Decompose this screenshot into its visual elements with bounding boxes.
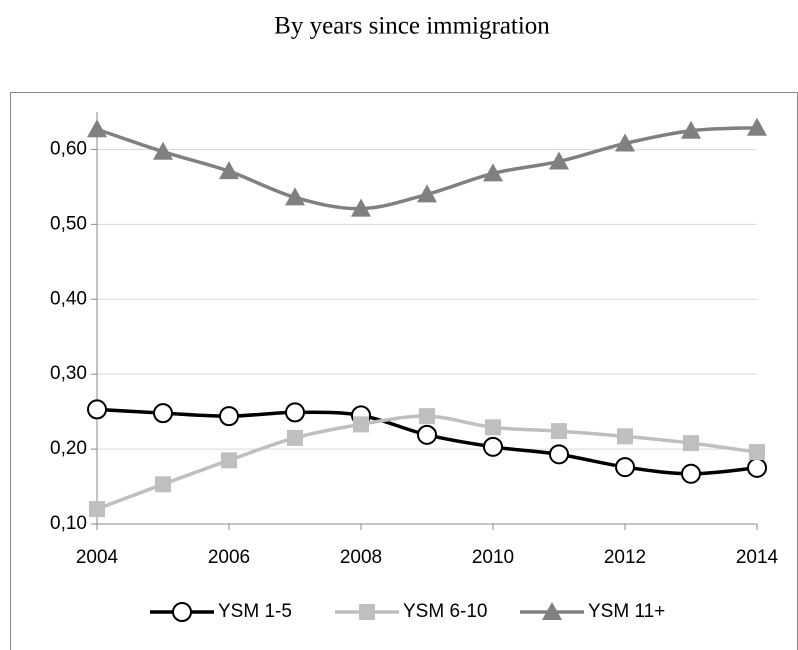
point [153,403,173,424]
legend-label: YSM 11+ [588,601,665,622]
point [219,406,239,427]
point [417,424,437,445]
point [219,161,239,180]
legend-marker [359,604,375,620]
legend-marker [542,602,562,620]
point [617,428,633,445]
point [87,119,107,138]
point [747,117,767,136]
y-tick-label: 0,10 [50,513,87,534]
point [417,184,437,203]
chart-border [10,92,798,650]
point [353,416,369,433]
point [285,402,305,423]
point [285,187,305,206]
point [287,429,303,446]
x-tick-label: 2014 [736,547,779,568]
y-tick-label: 0,30 [50,363,87,384]
point [683,435,699,452]
point [551,423,567,440]
point [485,419,501,436]
point [681,463,701,484]
x-tick-label: 2010 [472,547,514,568]
y-tick-label: 0,40 [50,288,87,309]
point [221,452,237,469]
legend-label: YSM 1-5 [218,601,292,622]
point [483,436,503,457]
point [749,444,765,461]
point [153,141,173,160]
y-tick-label: 0,20 [50,438,87,459]
chart-title: By years since immigration [274,13,550,40]
point [681,120,701,139]
point [483,163,503,182]
point [615,133,635,152]
point [155,476,171,493]
point [419,408,435,425]
point [87,399,107,420]
x-tick-label: 2004 [76,547,119,568]
x-tick-label: 2006 [208,547,250,568]
point [89,501,105,518]
point [615,457,635,478]
point [351,198,371,217]
point [549,151,569,170]
x-tick-label: 2008 [340,547,382,568]
point [747,457,767,478]
y-tick-label: 0,60 [50,138,87,159]
legend-marker [172,602,192,622]
legend-label: YSM 6-10 [403,601,487,622]
y-tick-label: 0,50 [50,213,87,234]
x-tick-label: 2012 [604,547,646,568]
point [549,444,569,465]
